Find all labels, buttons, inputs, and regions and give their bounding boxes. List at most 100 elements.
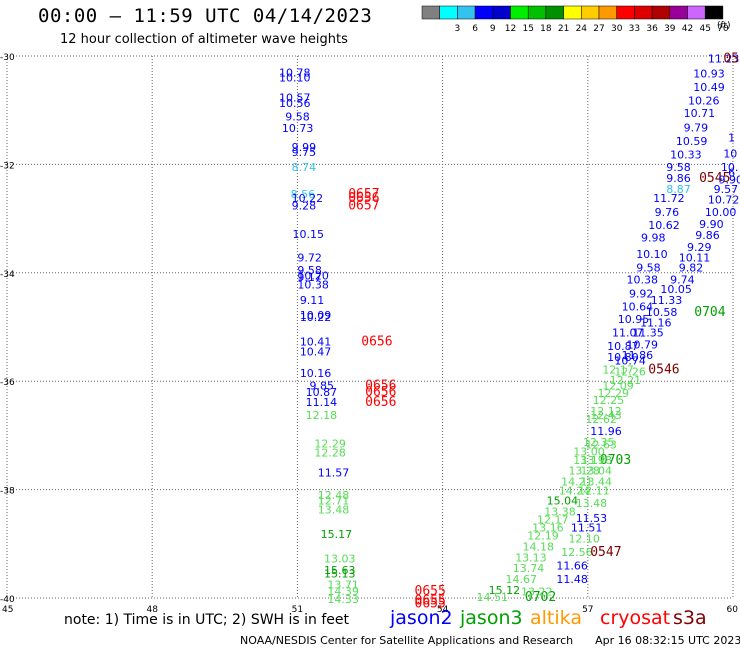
grid	[6, 55, 734, 599]
scale-swatch	[527, 5, 547, 20]
wave-height-label: 13.78	[581, 454, 613, 467]
time-label: 0656	[365, 395, 396, 410]
wave-height-label: 11.16	[640, 317, 672, 330]
wave-height-label: 13.04	[581, 465, 613, 478]
color-scale: 3 6 9 12 15 18 21 24 27 30 33 36 39 42 45 70	[421, 5, 729, 34]
scale-tick-label: 6	[472, 24, 478, 34]
scale-tick-label: 18	[540, 24, 552, 34]
wave-height-label: 10.56	[279, 97, 311, 110]
wave-height-label: 12.11	[578, 485, 610, 498]
wave-height-label: 10.	[721, 161, 739, 174]
scale-swatch	[581, 5, 600, 20]
y-tick-label: -36	[0, 378, 15, 388]
wave-height-label: 12.71	[318, 494, 350, 507]
x-tick-label: 60	[727, 605, 739, 615]
wave-height-label: 12.62	[585, 413, 617, 426]
time-label: 0655	[415, 596, 446, 611]
scale-tick-label: 36	[646, 24, 658, 34]
scale-swatch	[634, 5, 653, 20]
x-tick-label: 51	[292, 605, 303, 615]
wave-height-label: 9.82	[679, 261, 704, 274]
wave-height-label: 10.22	[292, 192, 324, 205]
scale-tick-label: 3	[455, 24, 461, 34]
wave-height-label: 13.16	[532, 522, 564, 535]
footer-credit: NOAA/NESDIS Center for Satellite Applica…	[240, 634, 574, 647]
wave-height-label: 13.28	[568, 465, 600, 478]
scale-swatch	[545, 5, 564, 20]
wave-height-label: 13.03	[324, 552, 356, 565]
wave-height-label: 15.13	[324, 568, 356, 581]
time-label: 0547	[590, 545, 621, 560]
wave-height-label: 9.28	[292, 200, 317, 213]
wave-height-label: 10.93	[693, 67, 725, 80]
scale-tick-label: 27	[593, 24, 604, 34]
wave-height-label: 10.38	[627, 273, 659, 286]
wave-height-label: 9.76	[655, 206, 680, 219]
wave-height-label: 14.67	[506, 573, 538, 586]
wave-height-label: 12.48	[318, 489, 350, 502]
wave-height-label: 11.07	[612, 326, 644, 339]
time-label: 0702	[525, 590, 556, 605]
wave-height-label: 10.20	[297, 270, 329, 283]
wave-height-label: 9.74	[670, 273, 695, 286]
wave-height-label: 12.56	[561, 546, 593, 559]
wave-height-label: 14.33	[327, 593, 359, 606]
wave-height-label: 12.63	[585, 439, 617, 452]
wave-height-label: 10.47	[300, 345, 332, 358]
wave-height-label: 12.28	[314, 447, 346, 460]
wave-height-label: 9.99	[292, 141, 317, 154]
wave-height-label: 10.38	[297, 279, 329, 292]
wave-height-label: 12.19	[527, 530, 559, 543]
scale-tick-label: 42	[682, 24, 693, 34]
wave-height-label: 10.62	[648, 219, 680, 232]
scale-tick-label: 21	[558, 24, 569, 34]
wave-height-label: 9.98	[641, 232, 666, 245]
scale-tick-label: 70	[717, 24, 729, 34]
footer-timestamp: Apr 16 08:32:15 UTC 2023	[595, 634, 740, 647]
wave-height-label: 10.15	[293, 228, 325, 241]
y-tick-label: -32	[0, 161, 15, 171]
time-label: 0703	[600, 453, 631, 468]
wave-height-label: 10.26	[688, 94, 720, 107]
wave-height-label: 13.19	[573, 454, 605, 467]
x-tick-label: 57	[582, 605, 593, 615]
wave-height-label: 11.14	[306, 396, 338, 409]
wave-height-label: 10.95	[618, 313, 650, 326]
wave-height-label: 9.79	[684, 122, 709, 135]
scale-swatch	[669, 5, 688, 20]
wave-height-label: 10.71	[684, 107, 716, 120]
wave-height-label: 9.58	[285, 111, 310, 124]
time-label: 05	[723, 52, 739, 67]
wave-height-label: 11.23	[708, 53, 740, 66]
wave-height-label: 9.75	[292, 146, 317, 159]
wave-height-label: 10.11	[679, 252, 711, 265]
time-label: 0655	[415, 594, 446, 609]
wave-height-label: 10.73	[282, 122, 314, 135]
wave-height-label: 11.53	[576, 512, 608, 525]
wave-height-label: 12.17	[602, 363, 634, 376]
wave-height-label: 14.51	[476, 591, 508, 604]
color-scale-units: (ft)	[717, 21, 731, 31]
wave-height-label: 10.72	[708, 194, 740, 207]
time-label: 0657	[348, 187, 379, 202]
wave-height-label: 8.74	[292, 161, 317, 174]
wave-height-label: 12.29	[314, 438, 346, 451]
wave-height-label: 9.29	[687, 241, 712, 254]
wave-height-label: 9.58	[297, 264, 322, 277]
scale-tick-label: 30	[611, 24, 623, 34]
wave-height-label: 12.09	[602, 380, 634, 393]
wave-height-label: 9.72	[297, 252, 322, 265]
scale-swatch	[704, 5, 724, 20]
scale-swatch	[474, 5, 494, 20]
y-tick-label: -40	[0, 595, 15, 605]
wave-height-label: 6	[728, 167, 735, 180]
wave-height-label: 9.90	[699, 218, 724, 231]
scale-swatch	[563, 5, 582, 20]
scale-swatch	[421, 5, 440, 20]
legend-altika: altika	[530, 607, 582, 629]
wave-height-label: 13.22	[521, 585, 553, 598]
wave-height-label: 10.58	[646, 306, 678, 319]
time-label: 0704	[694, 305, 725, 320]
wave-height-label: 11.51	[571, 522, 603, 535]
wave-height-label: 11.33	[651, 294, 683, 307]
